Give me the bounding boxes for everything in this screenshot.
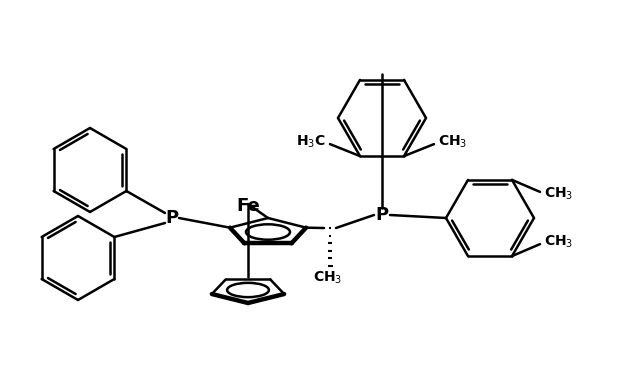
Text: CH$_3$: CH$_3$	[314, 270, 342, 286]
Text: CH$_3$: CH$_3$	[544, 186, 573, 202]
Text: CH$_3$: CH$_3$	[438, 134, 467, 150]
Text: H$_3$C: H$_3$C	[296, 134, 326, 150]
Text: P: P	[165, 209, 179, 227]
Text: CH$_3$: CH$_3$	[544, 234, 573, 250]
Text: Fe: Fe	[236, 197, 260, 215]
Text: P: P	[376, 206, 388, 224]
